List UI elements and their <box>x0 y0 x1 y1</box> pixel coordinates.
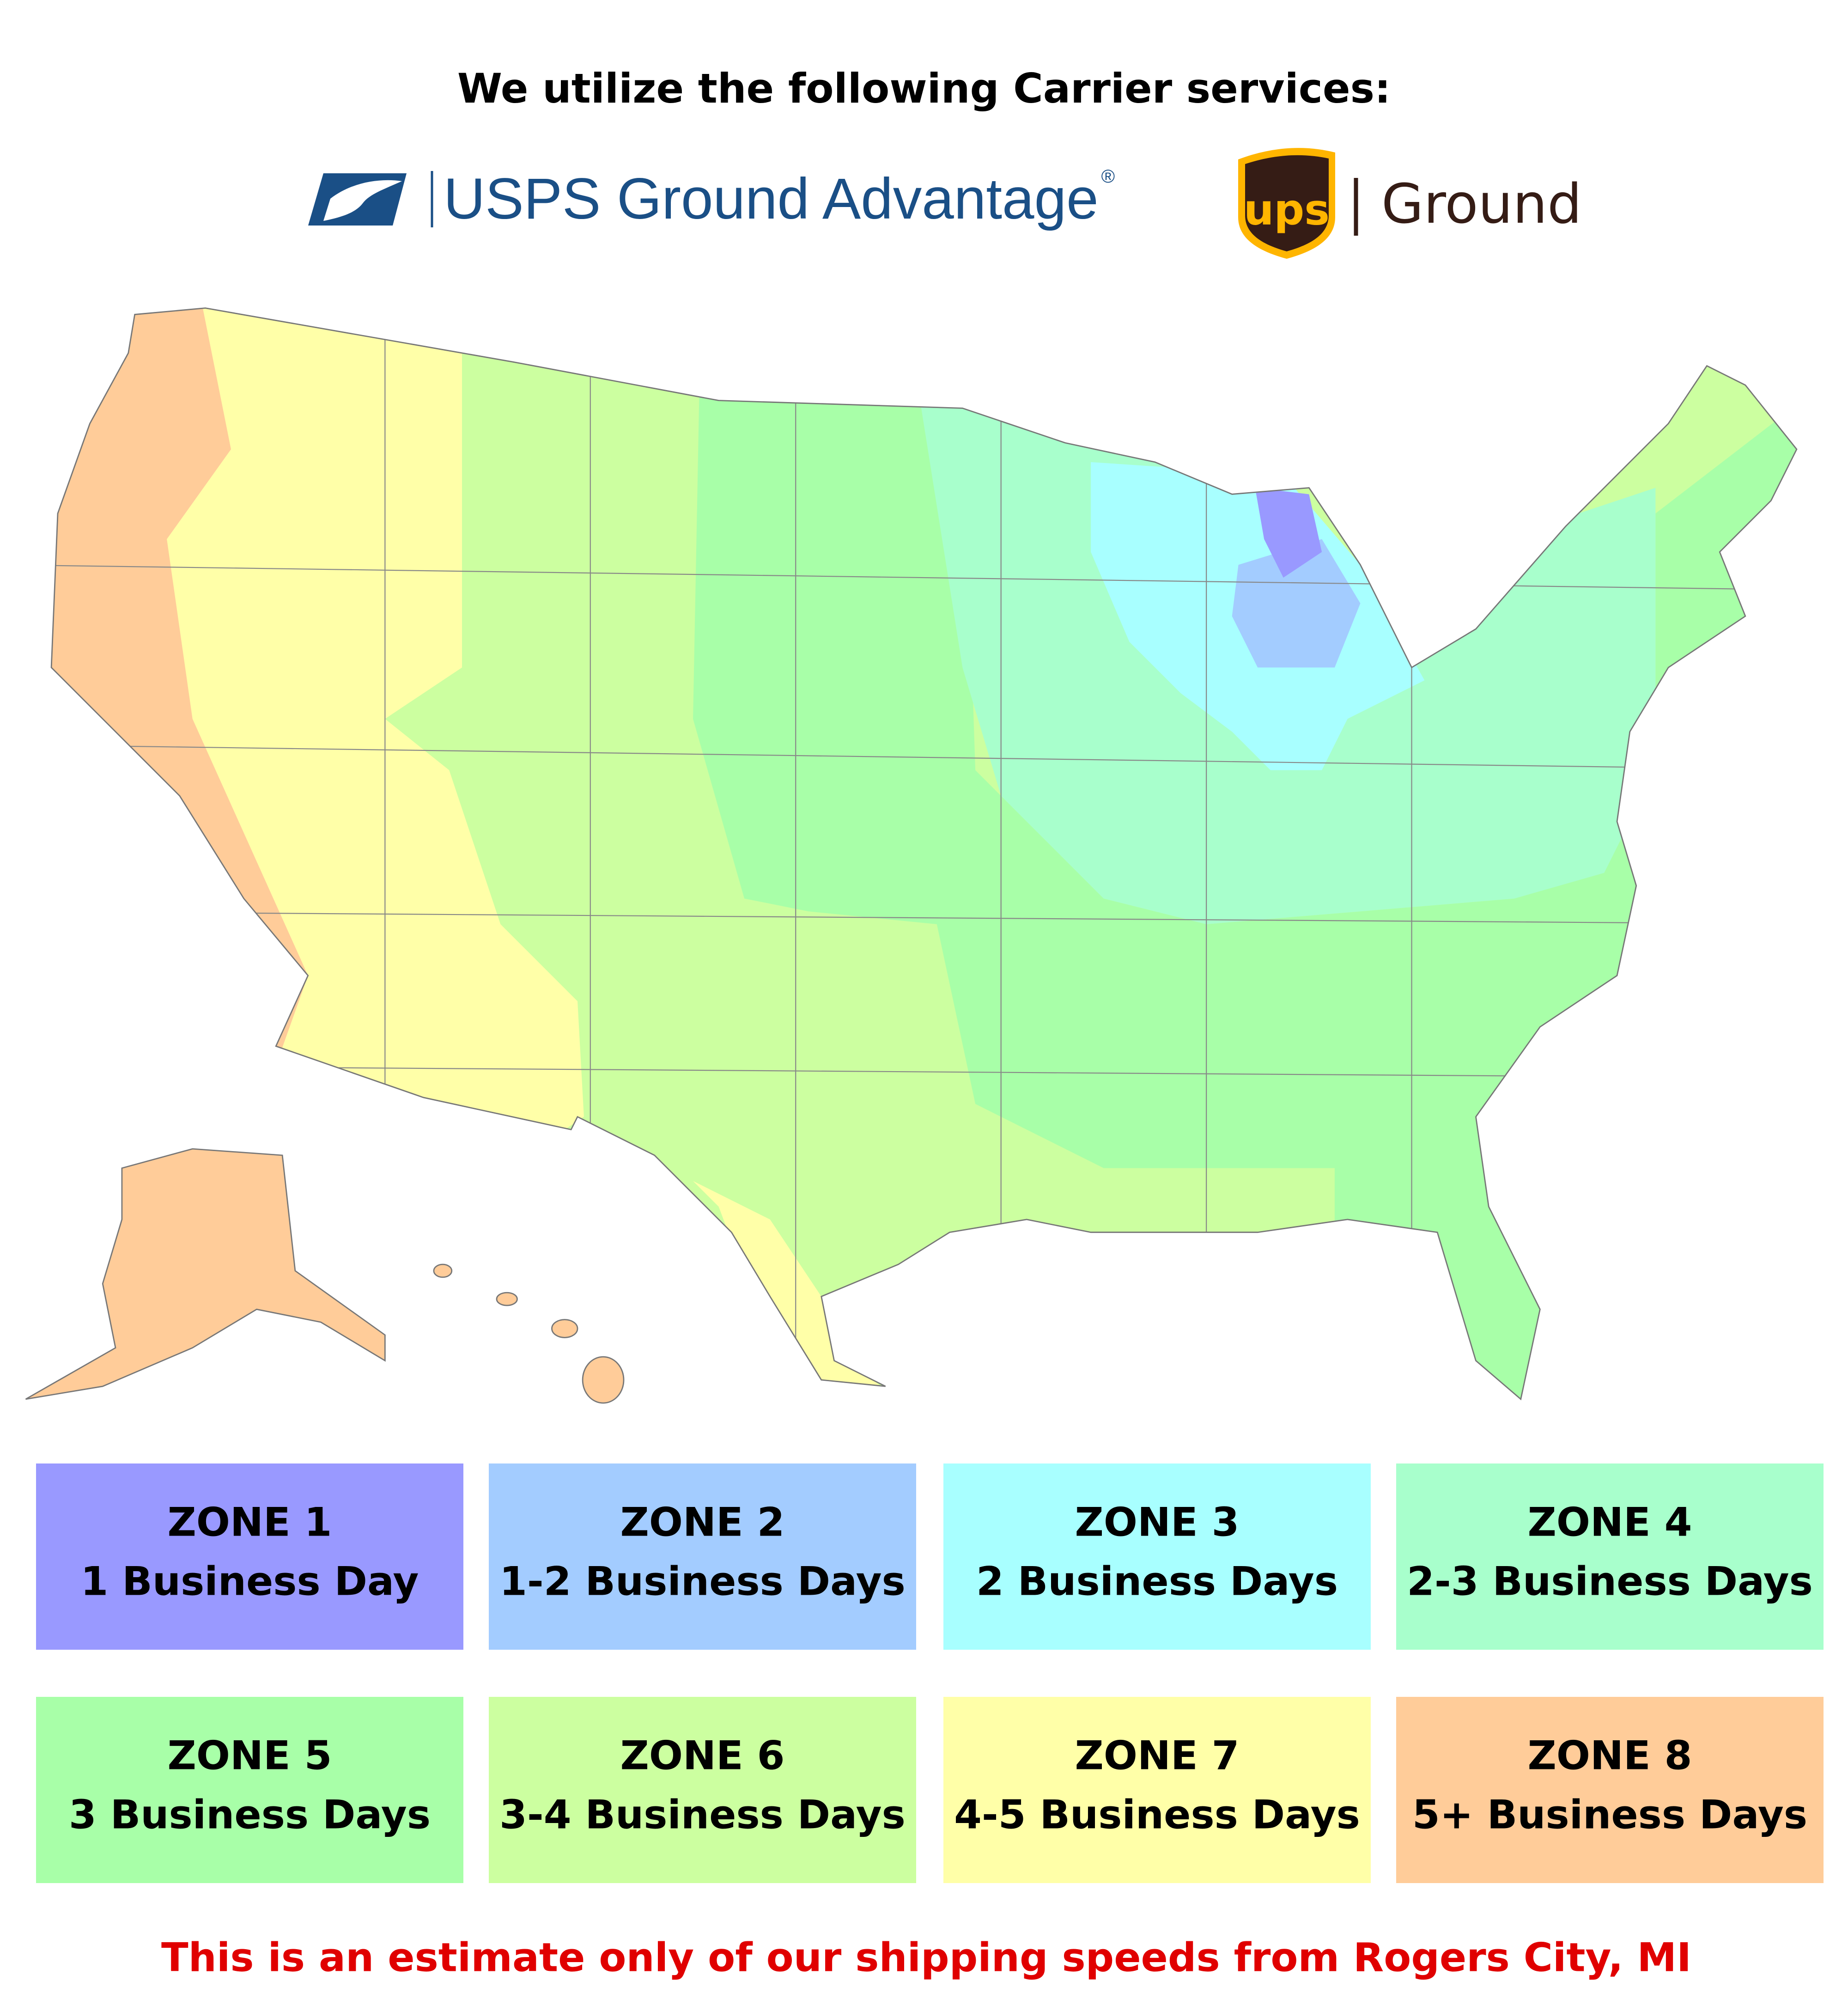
map-region <box>1232 539 1361 668</box>
hawaii <box>551 1319 578 1338</box>
hawaii <box>496 1292 518 1306</box>
zone-days: 2 Business Days <box>976 1558 1338 1604</box>
zone-name: ZONE 7 <box>1075 1732 1240 1779</box>
zone-days: 1-2 Business Days <box>499 1558 906 1604</box>
zone-name: ZONE 4 <box>1528 1499 1692 1545</box>
footer-note: This is an estimate only of our shipping… <box>161 1934 1691 1981</box>
zone-legend: ZONE 1 1 Business Day ZONE 2 1-2 Business D… <box>36 1463 1824 1883</box>
zone-box <box>943 1463 1371 1650</box>
zone-box <box>36 1697 463 1883</box>
zone-days: 5+ Business Days <box>1412 1792 1807 1838</box>
zone-name: ZONE 5 <box>168 1732 332 1779</box>
hawaii <box>433 1263 453 1278</box>
zone-name: ZONE 3 <box>1075 1499 1240 1545</box>
zone-box <box>489 1697 916 1883</box>
zone-days: 4-5 Business Days <box>954 1792 1360 1838</box>
zone-name: ZONE 1 <box>168 1499 332 1545</box>
page-title: We utilize the following Carrier service… <box>457 65 1391 112</box>
ups-logo-text: ups <box>1244 185 1330 234</box>
zone-days: 1 Business Day <box>81 1558 419 1604</box>
zone-box <box>1396 1697 1824 1883</box>
zone-name: ZONE 2 <box>620 1499 785 1545</box>
usps-logo: USPS Ground Advantage ® <box>308 166 1115 231</box>
zone-map <box>25 307 1798 1404</box>
alaska <box>25 1148 386 1400</box>
zone-box <box>943 1697 1371 1883</box>
zone-box <box>489 1463 916 1650</box>
zone-box <box>36 1463 463 1650</box>
zone-name: ZONE 6 <box>620 1732 785 1779</box>
usps-service: USPS Ground Advantage <box>444 167 1099 231</box>
ups-logo: ups Ground <box>1238 148 1582 259</box>
zone-days: 3-4 Business Days <box>499 1792 906 1838</box>
zone-days: 3 Business Days <box>69 1792 431 1838</box>
ups-service: Ground <box>1381 172 1582 236</box>
zone-name: ZONE 8 <box>1528 1732 1692 1779</box>
zone-days: 2-3 Business Days <box>1407 1558 1813 1604</box>
map-region <box>1255 488 1322 578</box>
registered-mark: ® <box>1101 166 1115 187</box>
hawaii <box>582 1356 625 1404</box>
zone-box <box>1396 1463 1824 1650</box>
